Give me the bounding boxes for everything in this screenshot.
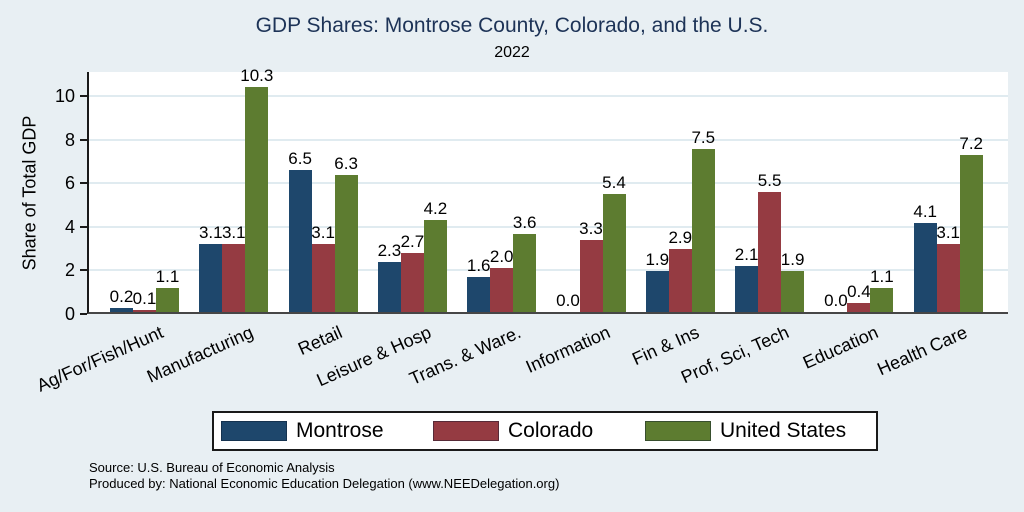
bar-montrose (288, 170, 312, 312)
bar-montrose (645, 270, 669, 312)
legend-label-montrose: Montrose (296, 419, 384, 442)
bar-value-label: 0.4 (847, 282, 871, 302)
chart-subtitle: 2022 (494, 44, 530, 61)
bar-value-label: 3.1 (936, 223, 960, 243)
bar-value-label: 1.1 (870, 267, 894, 287)
gridline (89, 95, 1008, 97)
bar-value-label: 2.1 (734, 245, 759, 265)
bar-value-label: 6.3 (334, 153, 358, 173)
bar-value-label: 2.7 (400, 232, 425, 252)
bar-value-label: 0.1 (132, 288, 157, 308)
y-axis-tick (80, 182, 87, 185)
bar-value-label: 1.6 (466, 256, 491, 276)
chart-title: GDP Shares: Montrose County, Colorado, a… (255, 14, 769, 37)
y-tick-label: 0 (64, 304, 75, 324)
x-category-label: Retail (295, 322, 346, 359)
bar-colorado (847, 303, 871, 312)
y-axis-tick (80, 269, 87, 272)
bar-value-label: 1.9 (645, 249, 670, 269)
legend-swatch-united-states (645, 421, 711, 441)
bar-value-label: 0.0 (556, 291, 580, 310)
y-tick-label: 4 (64, 216, 75, 237)
y-tick-label: 10 (54, 86, 75, 106)
bar-united-states (870, 288, 894, 312)
bar-montrose (110, 307, 133, 312)
bar-colorado (758, 192, 782, 312)
legend-label-united-states: United States (720, 419, 847, 442)
bar-value-label: 3.6 (512, 212, 537, 232)
legend-item-montrose: Montrose (221, 419, 433, 443)
bar-value-label: 4.1 (913, 201, 937, 221)
gridline (89, 225, 1008, 228)
x-category-label: Health Care (874, 322, 971, 380)
bar-value-label: 7.5 (691, 127, 716, 147)
bar-value-label: 6.5 (288, 149, 312, 169)
bar-colorado (579, 240, 603, 312)
bar-colorado (222, 244, 246, 312)
bar-united-states (156, 288, 179, 312)
y-axis-tick (80, 313, 87, 315)
bar-value-label: 3.1 (221, 223, 246, 243)
bar-united-states (691, 148, 715, 312)
legend: Montrose Colorado United States (212, 411, 878, 451)
x-category-label: Ag/For/Fish/Hunt (34, 322, 167, 396)
bar-montrose (913, 222, 937, 312)
bar-colorado (936, 244, 960, 312)
bar-value-label: 7.2 (959, 134, 983, 154)
bar-value-label: 3.1 (311, 223, 335, 243)
legend-label-colorado: Colorado (508, 419, 594, 442)
y-tick-label: 2 (64, 260, 75, 281)
bar-colorado (490, 268, 514, 312)
bar-united-states (334, 174, 358, 312)
y-tick-label: 6 (64, 173, 75, 194)
bar-value-label: 0.0 (824, 291, 848, 310)
bar-montrose (199, 244, 223, 312)
bar-value-label: 10.3 (240, 66, 274, 86)
bar-colorado (311, 244, 335, 312)
bar-value-label: 1.9 (780, 249, 805, 269)
bar-united-states (781, 270, 805, 312)
bar-montrose (467, 277, 491, 312)
bar-united-states (423, 220, 447, 312)
plot-area: 0 2 4 6 8 10 0.2 0.1 1.1 Ag/For/Fish/Hunt 3.1 3.1 10… (34, 67, 1008, 396)
gridline (89, 182, 1008, 185)
bar-value-label: 1.1 (155, 267, 180, 287)
bar-colorado (400, 253, 424, 312)
bar-value-label: 4.2 (423, 199, 448, 219)
bar-united-states (245, 87, 269, 312)
bar-united-states (602, 194, 626, 312)
legend-item-united-states: United States (645, 419, 857, 443)
bar-value-label: 3.3 (579, 219, 603, 239)
bar-value-label: 0.2 (109, 286, 134, 306)
legend-swatch-colorado (433, 421, 499, 441)
bar-montrose (377, 261, 401, 312)
bar-value-label: 3.1 (198, 223, 223, 243)
legend-swatch-montrose (221, 421, 287, 441)
bar-value-label: 5.5 (757, 171, 782, 191)
y-axis-tick (80, 138, 87, 141)
bar-united-states (959, 155, 983, 312)
legend-item-colorado: Colorado (433, 419, 645, 443)
x-category-label: Information (522, 322, 614, 377)
bar-value-label: 2.9 (668, 227, 693, 247)
bar-value-label: 2.3 (377, 240, 402, 260)
bar-value-label: 5.4 (602, 173, 626, 193)
bar-united-states (513, 233, 537, 312)
bar-colorado (668, 248, 692, 312)
y-axis-tick (80, 95, 87, 97)
footer-produced-by: Produced by: National Economic Education… (89, 476, 560, 491)
bar-montrose (735, 266, 759, 312)
gridline (89, 269, 1008, 272)
y-tick-label: 8 (64, 129, 75, 150)
bar-value-label: 2.0 (489, 247, 514, 267)
bar-colorado (133, 309, 156, 312)
gridline (89, 138, 1008, 141)
footer-source: Source: U.S. Bureau of Economic Analysis (89, 460, 335, 475)
x-category-label: Education (799, 322, 882, 373)
y-axis-tick (80, 225, 87, 228)
